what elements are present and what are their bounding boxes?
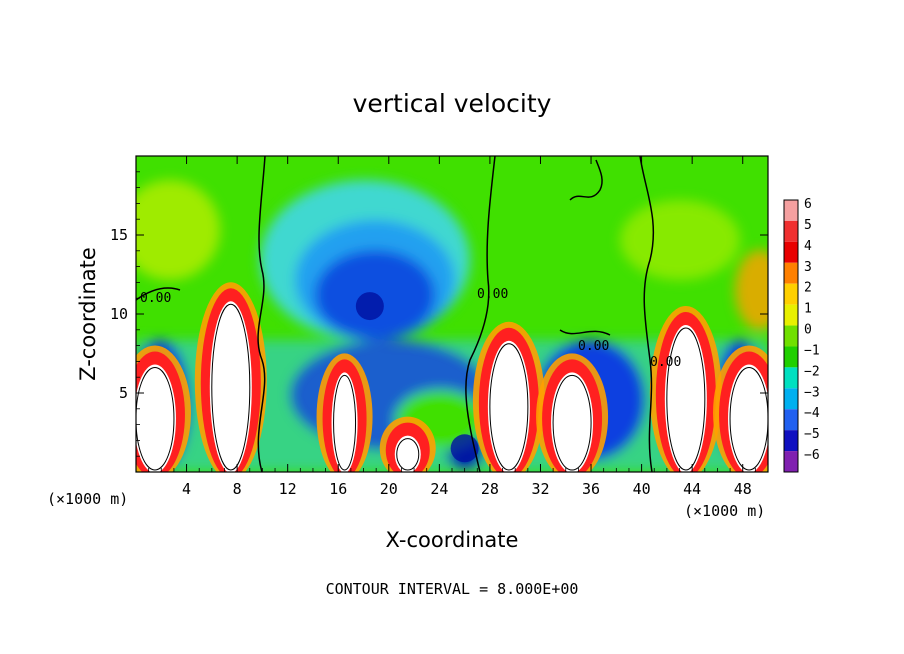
colorbar-swatch	[784, 388, 798, 410]
contour-label: 0.00	[477, 287, 508, 302]
colorbar-label: −1	[804, 343, 820, 358]
colorbar-label: −2	[804, 364, 820, 379]
colorbar-frame	[783, 199, 799, 473]
x-tick-label: 20	[380, 480, 398, 498]
zero-contour	[569, 159, 603, 201]
colorbar-swatch	[784, 451, 798, 472]
updraft-core	[536, 353, 609, 472]
contour-interval-note: CONTOUR INTERVAL = 8.000E+00	[326, 580, 579, 598]
contour-line	[136, 367, 175, 471]
contour-line	[489, 343, 529, 471]
colorbar-label: 1	[804, 302, 812, 317]
zero-contour	[257, 156, 266, 472]
updraft-core	[649, 306, 722, 472]
x-tick-label: 28	[481, 480, 499, 498]
colorbar-label: −4	[804, 406, 820, 421]
x-tick-label: 32	[531, 480, 549, 498]
y-axis-label: Z-coordinate	[76, 247, 100, 381]
colorbar-label: −3	[804, 385, 820, 400]
x-axis-ticks: 4 8 12 16 20 24 28 32 36 40 44 48	[148, 156, 756, 498]
updraft-core	[136, 345, 191, 472]
chart-title: vertical velocity	[353, 89, 552, 118]
colorbar-label: 4	[804, 239, 812, 254]
x-tick-label: 24	[430, 480, 448, 498]
x-tick-label: 36	[582, 480, 600, 498]
y-tick-label: 15	[110, 226, 128, 244]
updraft-core	[379, 416, 436, 472]
updraft-core	[194, 282, 267, 472]
contour-line	[729, 367, 768, 471]
colorbar-swatch	[784, 262, 798, 284]
colorbar-label: 0	[804, 323, 812, 338]
updraft-core	[713, 345, 768, 472]
updraft-core	[472, 321, 545, 472]
colorbar-label: 6	[804, 197, 812, 212]
downdraft-core	[355, 292, 384, 321]
zero-contour	[136, 287, 181, 301]
y-tick-label: 5	[119, 384, 128, 402]
colorbar-label: −6	[804, 448, 820, 463]
colorbar-swatch	[784, 241, 798, 263]
contour-line	[552, 374, 592, 471]
contour-lines	[136, 156, 768, 472]
zero-contour	[639, 156, 655, 472]
colorbar-swatch	[784, 409, 798, 431]
x-unit-label-left: (×1000 m)	[47, 490, 128, 508]
colorbar-swatch	[784, 430, 798, 452]
x-tick-label: 40	[633, 480, 651, 498]
zero-contour	[465, 156, 496, 472]
colorbar-swatch	[784, 367, 798, 389]
contour-labels: 0.00 0.00 0.00 0.00	[140, 287, 681, 370]
x-tick-label: 44	[683, 480, 701, 498]
contour-line	[211, 303, 251, 471]
colorbar-swatch	[784, 346, 798, 368]
contour-label: 0.00	[140, 291, 171, 306]
colorbar-label: 2	[804, 281, 812, 296]
colorbar-swatch	[784, 283, 798, 305]
x-unit-label-right: (×1000 m)	[684, 502, 765, 520]
x-tick-label: 16	[329, 480, 347, 498]
y-axis-ticks: 5 10 15	[110, 171, 768, 457]
colorbar-swatch	[784, 325, 798, 347]
x-axis-label: X-coordinate	[386, 528, 519, 552]
x-tick-label: 8	[233, 480, 242, 498]
colorbar-label: −5	[804, 427, 820, 442]
colorbar-swatch	[784, 220, 798, 242]
contour-line	[333, 374, 357, 471]
colorbar: 6 5 4 3 2 1 0 −1 −2 −3 −4 −5 −6	[783, 197, 820, 473]
x-tick-label: 12	[279, 480, 297, 498]
zero-contour	[559, 329, 611, 336]
contour-line	[666, 327, 706, 471]
contour-label: 0.00	[650, 355, 681, 370]
x-tick-label: 48	[734, 480, 752, 498]
x-tick-label: 4	[182, 480, 191, 498]
colorbar-label: 5	[804, 218, 812, 233]
y-tick-label: 10	[110, 305, 128, 323]
colorbar-label: 3	[804, 260, 812, 275]
updraft-core	[316, 353, 373, 472]
colorbar-swatch	[784, 200, 798, 221]
plot-area	[136, 156, 768, 472]
contour-label: 0.00	[578, 339, 609, 354]
updraft-cores	[136, 282, 768, 472]
downdraft-core	[450, 434, 479, 463]
contour-line	[396, 438, 420, 471]
colorbar-swatch	[784, 304, 798, 326]
